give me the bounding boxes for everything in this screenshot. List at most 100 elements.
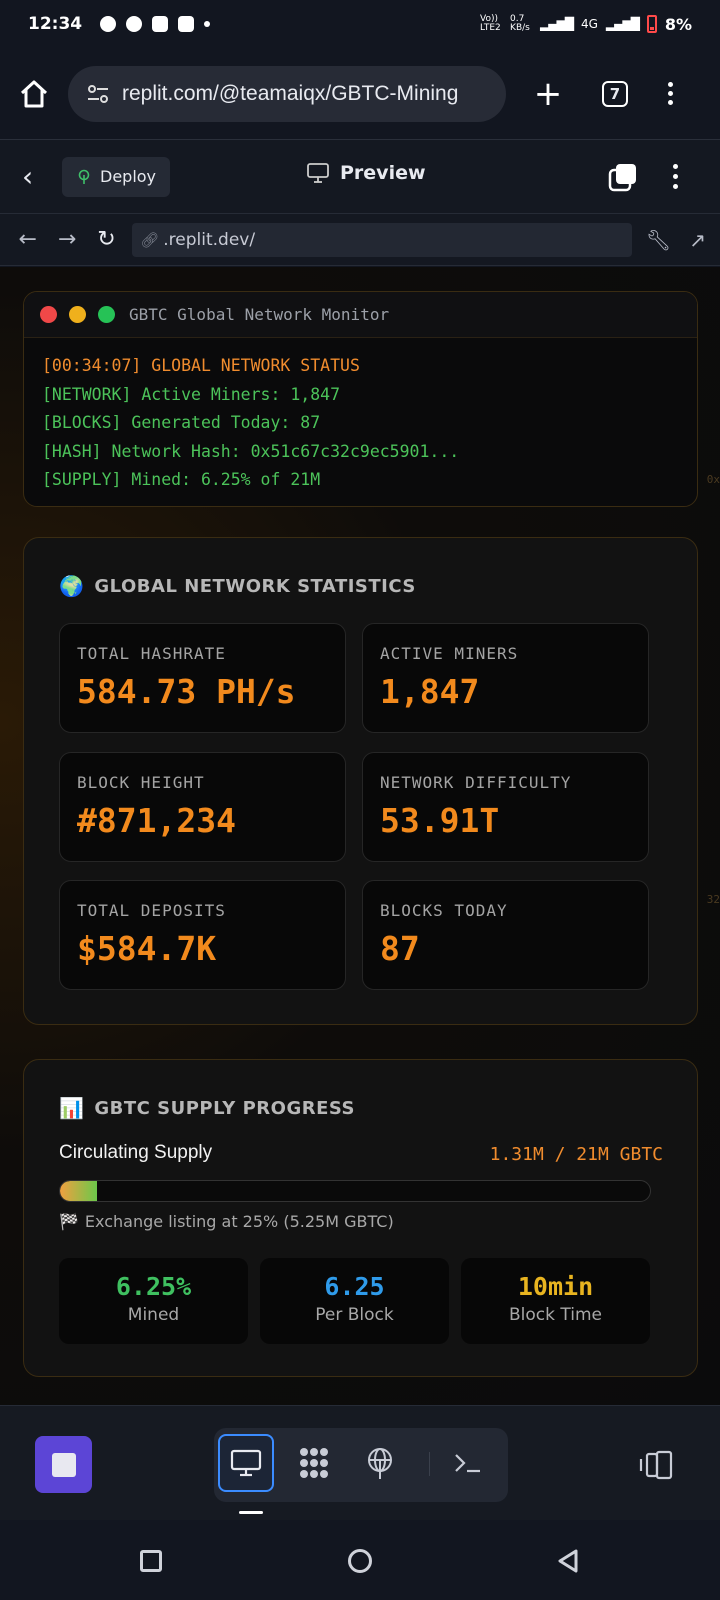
- stat-total-hashrate: TOTAL HASHRATE 584.73 PH/s: [59, 623, 346, 733]
- battery-icon: [646, 15, 657, 33]
- stat-network-difficulty: NETWORK DIFFICULTY 53.91T: [362, 752, 649, 862]
- stat-total-deposits: TOTAL DEPOSITS $584.7K: [59, 880, 346, 990]
- deploy-pane-button[interactable]: [352, 1434, 408, 1492]
- terminal-title: GBTC Global Network Monitor: [129, 305, 390, 324]
- recents-button[interactable]: [140, 1550, 162, 1572]
- stat-value: 1,847: [380, 672, 480, 711]
- terminal-log: [00:34:07] GLOBAL NETWORK STATUS [NETWOR…: [24, 338, 697, 506]
- metric-mined: 6.25% Mined: [59, 1258, 248, 1344]
- metric-per-block: 6.25 Per Block: [260, 1258, 449, 1344]
- site-settings-icon[interactable]: [86, 82, 110, 106]
- terminal-titlebar: GBTC Global Network Monitor: [24, 292, 697, 338]
- log-line: [HASH] Network Hash: 0x51c67c32c9ec5901.…: [42, 441, 460, 461]
- metric-value: 6.25%: [115, 1272, 192, 1301]
- stat-blocks-today: BLOCKS TODAY 87: [362, 880, 649, 990]
- monitor-icon: [306, 162, 330, 184]
- open-external-icon[interactable]: ↗: [689, 227, 706, 252]
- devtools-wrench-icon[interactable]: 🔧︎: [645, 227, 672, 252]
- metric-label: Mined: [127, 1305, 180, 1325]
- stop-icon: [51, 1452, 76, 1477]
- metric-block-time: 10min Block Time: [461, 1258, 650, 1344]
- stat-block-height: BLOCK HEIGHT #871,234: [59, 752, 346, 862]
- stat-active-miners: ACTIVE MINERS 1,847: [362, 623, 649, 733]
- tab-switcher-button[interactable]: 7: [602, 80, 628, 107]
- url-bar[interactable]: replit.com/@teamaiqx/GBTC-Mining: [68, 65, 506, 122]
- circulating-supply-label: Circulating Supply: [59, 1142, 213, 1163]
- stat-value: $584.7K: [77, 929, 217, 968]
- metric-value: 10min: [517, 1272, 594, 1301]
- exchange-listing-note: 🏁 Exchange listing at 25% (5.25M GBTC): [59, 1212, 394, 1231]
- supply-progress-bar: [59, 1180, 651, 1202]
- bar-chart-icon: 📊: [59, 1096, 85, 1120]
- more-notifications-dot: [204, 21, 211, 27]
- browser-toolbar: replit.com/@teamaiqx/GBTC-Mining + 7: [0, 48, 720, 140]
- shield-icon: [152, 16, 169, 32]
- stat-value: 584.73 PH/s: [77, 672, 296, 711]
- stat-value: 87: [380, 929, 420, 968]
- background-glyph: 32: [706, 893, 720, 906]
- stat-label: ACTIVE MINERS: [380, 644, 519, 663]
- youtube-icon: [178, 16, 195, 32]
- preview-tab-title: Preview: [306, 162, 426, 184]
- panel-layout-icon[interactable]: [638, 1450, 674, 1480]
- signal-icon-2: ▂▄▆█: [605, 17, 640, 31]
- checkered-flag-icon: 🏁: [59, 1212, 79, 1231]
- log-line: [NETWORK] Active Miners: 1,847: [42, 384, 341, 404]
- network-speed: 0.7 KB/s: [510, 14, 530, 33]
- webview-address[interactable]: 🔗︎ .replit.dev/: [132, 222, 632, 257]
- browser-menu-icon[interactable]: [668, 82, 673, 105]
- switch-pane-icon[interactable]: [608, 162, 638, 192]
- supply-heading: GBTC SUPPLY PROGRESS: [94, 1097, 355, 1119]
- terminal-prompt-icon: [455, 1454, 480, 1473]
- network-stats-title: 🌍 GLOBAL NETWORK STATISTICS: [59, 574, 416, 598]
- listing-text: Exchange listing at 25% (5.25M GBTC): [84, 1212, 394, 1231]
- refresh-icon[interactable]: ↻: [97, 227, 116, 252]
- whatsapp-icon: [100, 16, 117, 32]
- circulating-supply-value: 1.31M / 21M GBTC: [489, 1144, 663, 1165]
- webview-address-text[interactable]: .replit.dev/: [163, 229, 256, 250]
- deploy-button[interactable]: Deploy: [62, 156, 171, 197]
- volte-indicator: Vo)) LTE2: [480, 14, 501, 33]
- back-chevron-icon[interactable]: ‹: [22, 160, 34, 193]
- shell-pane-button[interactable]: [440, 1434, 496, 1492]
- home-icon[interactable]: [18, 78, 50, 110]
- stat-value: 53.91T: [380, 801, 500, 840]
- monitor-icon: [230, 1449, 262, 1477]
- link-icon: 🔗︎: [140, 230, 160, 249]
- status-bar: 12:34 Vo)) LTE2 0.7 KB/s ▂▄▆█ 4G ▂▄▆█ 8%: [0, 0, 720, 212]
- url-text[interactable]: replit.com/@teamaiqx/GBTC-Mining: [122, 81, 459, 105]
- preview-content: 0x 32 GBTC Global Network Monitor [00:34…: [0, 267, 720, 1405]
- arrow-forward-icon[interactable]: →: [57, 227, 77, 252]
- battery-percent: 8%: [664, 14, 692, 34]
- supply-title: 📊 GBTC SUPPLY PROGRESS: [59, 1096, 355, 1120]
- workspace-toolbar: [0, 1405, 720, 1520]
- stat-label: NETWORK DIFFICULTY: [380, 773, 572, 792]
- back-button[interactable]: [556, 1548, 580, 1578]
- new-tab-button[interactable]: +: [533, 73, 563, 114]
- replit-header: ‹ Deploy Preview: [0, 140, 720, 214]
- arrow-back-icon[interactable]: ←: [18, 227, 37, 252]
- metric-label: Block Time: [509, 1305, 602, 1325]
- stat-value: #871,234: [77, 801, 236, 840]
- active-pane-indicator: [239, 1511, 263, 1514]
- close-dot-icon: [40, 306, 57, 323]
- stat-label: BLOCKS TODAY: [380, 901, 508, 920]
- toolbar-divider: [429, 1452, 430, 1476]
- stat-label: TOTAL DEPOSITS: [77, 901, 226, 920]
- stat-label: BLOCK HEIGHT: [77, 773, 205, 792]
- preview-pane-button[interactable]: [218, 1434, 274, 1492]
- network-type: 4G: [580, 17, 598, 31]
- home-button[interactable]: [348, 1549, 372, 1573]
- log-line: [00:34:07] GLOBAL NETWORK STATUS: [42, 356, 360, 375]
- deploy-icon: [76, 169, 92, 185]
- webview-nav: ← → ↻ 🔗︎ .replit.dev/ 🔧︎ ↗: [0, 214, 720, 266]
- log-line: [BLOCKS] Generated Today: 87: [42, 413, 321, 432]
- globe-icon: 🌍: [59, 574, 85, 598]
- deploy-label: Deploy: [100, 167, 157, 186]
- stop-button[interactable]: [35, 1436, 92, 1493]
- agent-pane-button[interactable]: [286, 1434, 342, 1492]
- pane-menu-icon[interactable]: [673, 164, 678, 189]
- minimize-dot-icon: [69, 306, 86, 323]
- network-stats-heading: GLOBAL NETWORK STATISTICS: [94, 575, 416, 597]
- system-icons: Vo)) LTE2 0.7 KB/s ▂▄▆█ 4G ▂▄▆█ 8%: [480, 14, 692, 212]
